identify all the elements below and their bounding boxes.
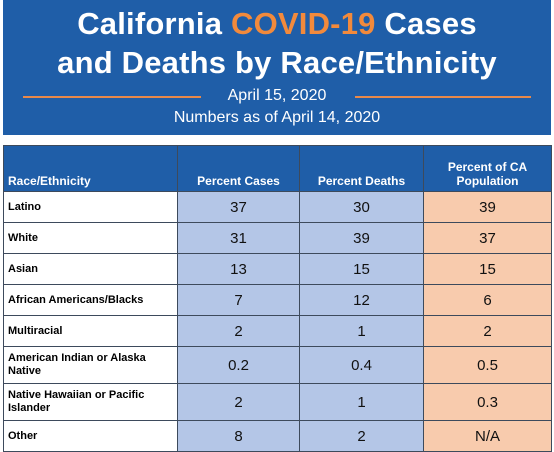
- table-row: Other 8 2 N/A: [3, 420, 552, 452]
- table-header-row: Race/Ethnicity Percent Cases Percent Dea…: [3, 145, 552, 192]
- table-row: White 31 39 37: [3, 222, 552, 254]
- population-cell: 0.3: [423, 383, 552, 421]
- deaths-cell: 30: [299, 191, 424, 223]
- cases-cell: 2: [177, 383, 300, 421]
- row-label: Native Hawaiian or Pacific Islander: [3, 383, 178, 421]
- row-label: Latino: [3, 191, 178, 223]
- population-cell: 2: [423, 315, 552, 347]
- divider-left: [23, 96, 201, 98]
- population-cell: 39: [423, 191, 552, 223]
- column-header: Percent of CA Population: [423, 145, 552, 192]
- table-row: Asian 13 15 15: [3, 253, 552, 285]
- row-label: Other: [3, 420, 178, 452]
- deaths-cell: 0.4: [299, 346, 424, 384]
- deaths-cell: 1: [299, 383, 424, 421]
- page-title-line-2: and Deaths by Race/Ethnicity: [57, 45, 497, 80]
- column-header: Race/Ethnicity: [3, 145, 178, 192]
- row-label: Multiracial: [3, 315, 178, 347]
- population-cell: 6: [423, 284, 552, 316]
- population-cell: 0.5: [423, 346, 552, 384]
- table-row: Native Hawaiian or Pacific Islander 2 1 …: [3, 383, 552, 421]
- deaths-cell: 1: [299, 315, 424, 347]
- table-row: American Indian or Alaska Native 0.2 0.4…: [3, 346, 552, 384]
- row-label: White: [3, 222, 178, 254]
- header-banner: California COVID-19 Cases and Deaths by …: [3, 0, 551, 135]
- column-header: Percent Cases: [177, 145, 300, 192]
- population-cell: 15: [423, 253, 552, 285]
- divider-right: [355, 96, 531, 98]
- as-of-date: Numbers as of April 14, 2020: [173, 109, 381, 126]
- population-cell: 37: [423, 222, 552, 254]
- deaths-cell: 12: [299, 284, 424, 316]
- cases-cell: 0.2: [177, 346, 300, 384]
- title-part-1: California: [77, 6, 231, 41]
- cases-cell: 37: [177, 191, 300, 223]
- population-cell: N/A: [423, 420, 552, 452]
- title-accent: COVID-19: [231, 6, 376, 41]
- table-row: Multiracial 2 1 2: [3, 315, 552, 347]
- row-label: American Indian or Alaska Native: [3, 346, 178, 384]
- cases-cell: 8: [177, 420, 300, 452]
- title-part-2: Cases: [375, 6, 477, 41]
- deaths-cell: 2: [299, 420, 424, 452]
- deaths-cell: 15: [299, 253, 424, 285]
- column-header: Percent Deaths: [299, 145, 424, 192]
- row-label: African Americans/Blacks: [3, 284, 178, 316]
- cases-cell: 13: [177, 253, 300, 285]
- cases-cell: 7: [177, 284, 300, 316]
- deaths-cell: 39: [299, 222, 424, 254]
- publish-date: April 15, 2020: [227, 87, 327, 104]
- cases-cell: 2: [177, 315, 300, 347]
- page-title-line-1: California COVID-19 Cases: [3, 5, 551, 43]
- data-table: Race/Ethnicity Percent Cases Percent Dea…: [3, 145, 552, 452]
- cases-cell: 31: [177, 222, 300, 254]
- table-row: African Americans/Blacks 7 12 6: [3, 284, 552, 316]
- table-row: Latino 37 30 39: [3, 191, 552, 223]
- row-label: Asian: [3, 253, 178, 285]
